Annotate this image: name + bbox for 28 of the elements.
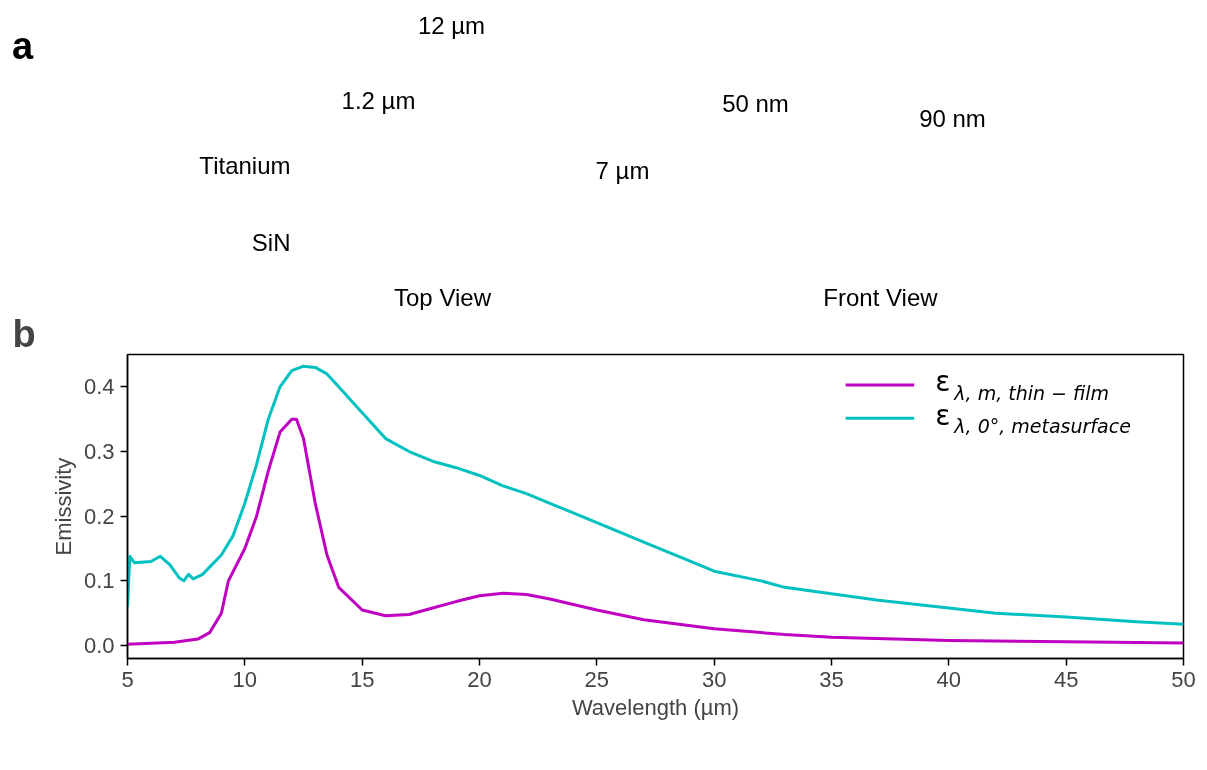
x-tick-label: 35 (819, 666, 844, 692)
line-series (127, 364, 1184, 626)
text: 12 µm (417, 12, 486, 39)
chart-title: b (12, 312, 36, 355)
x-tick-label: 40 (936, 666, 962, 692)
text: a (11, 24, 34, 67)
x-tick-label: 45 (1053, 666, 1079, 692)
text: 1.2 µm (341, 87, 416, 114)
text: 7 µm (595, 157, 650, 184)
text: Front View (823, 284, 939, 311)
y-tick-label: 0.1 (83, 568, 115, 594)
y-tick-label: 0.2 (83, 503, 115, 529)
x-axis-title: Wavelength (µm) (571, 694, 740, 720)
text: SiN (251, 229, 291, 256)
y-tick-label: 0.0 (83, 633, 115, 659)
text: 50 nm (722, 90, 789, 117)
x-tick-label: 5 (121, 666, 134, 692)
x-tick-label: 30 (701, 666, 727, 692)
x-tick-label: 10 (232, 666, 258, 692)
x-tick-label: 15 (349, 666, 375, 692)
y-axis-title: Emissivity (50, 457, 76, 556)
text: Titanium (199, 152, 291, 179)
y-tick-label: 0.3 (83, 439, 115, 465)
x-tick-label: 20 (467, 666, 492, 692)
x-tick-label: 25 (584, 666, 610, 692)
text: 90 nm (919, 105, 986, 132)
y-tick-label: 0.4 (83, 374, 115, 400)
x-tick-label: 50 (1171, 666, 1196, 692)
